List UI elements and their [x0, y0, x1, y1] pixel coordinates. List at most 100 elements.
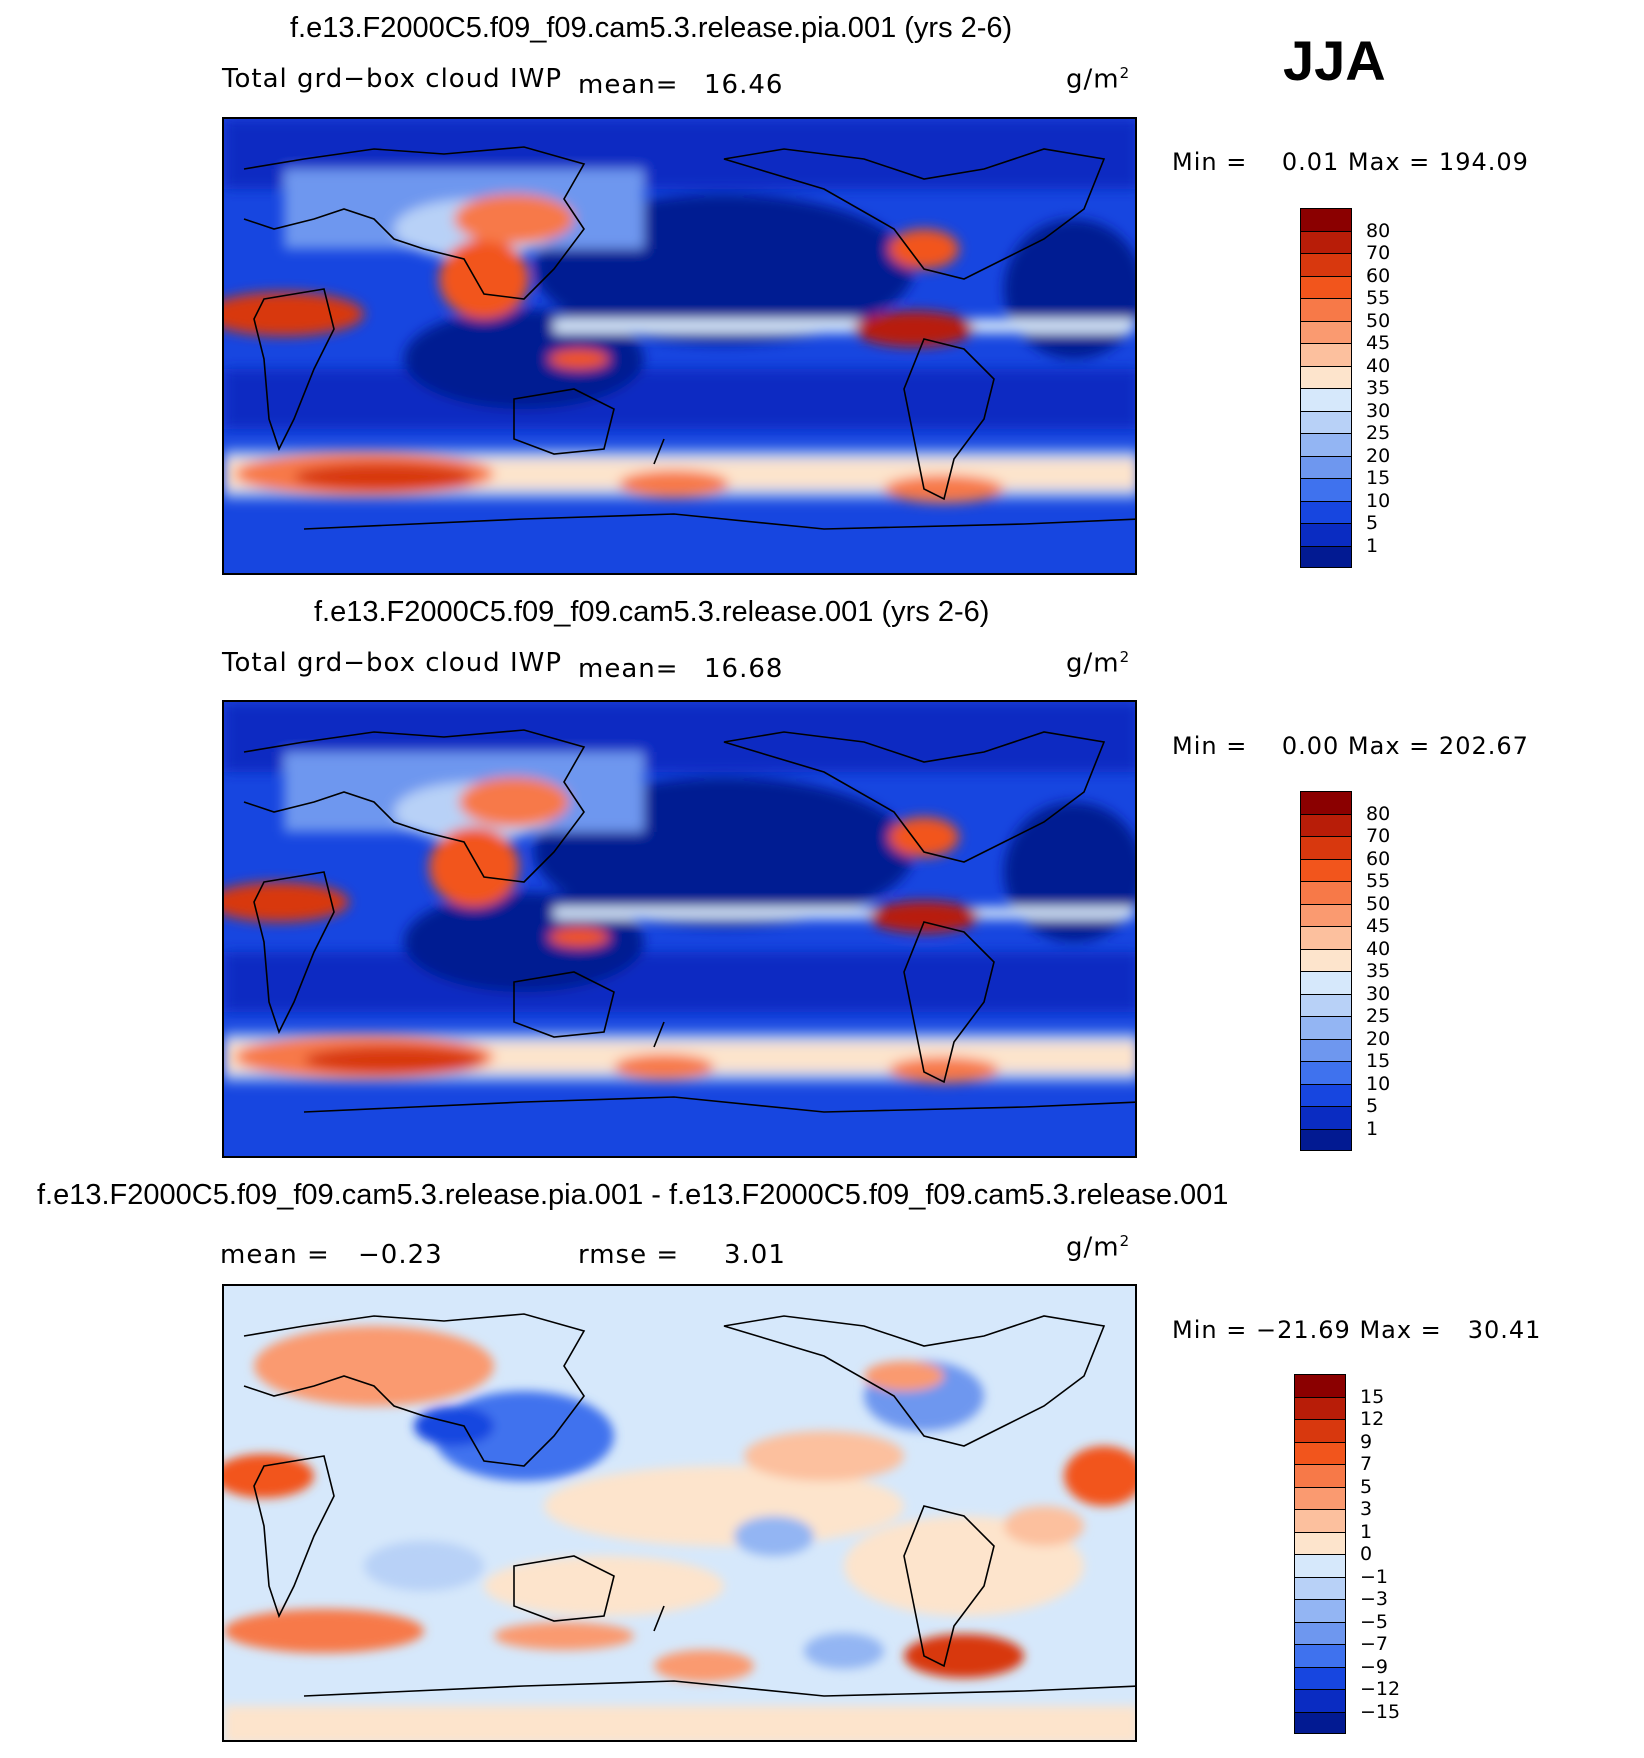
colorbar-swatch — [1300, 791, 1352, 814]
panel3-rmse-value: 3.01 — [724, 1240, 786, 1270]
panel2-variable: Total grd−box cloud IWP — [222, 648, 563, 678]
colorbar-tick-label: 5 — [1360, 1475, 1373, 1498]
colorbar-tick-label: 55 — [1366, 287, 1391, 309]
coastlines — [243, 1313, 1135, 1697]
colorbar-tick-label: 1 — [1366, 534, 1379, 557]
colorbar-tick-label: 70 — [1366, 825, 1391, 847]
colorbar-tick-label: 60 — [1366, 847, 1391, 870]
colorbar-tick-label: 80 — [1366, 219, 1391, 242]
colorbar-tick-label: 30 — [1366, 982, 1391, 1005]
colorbar-swatch — [1294, 1509, 1346, 1532]
colorbar-swatch — [1300, 523, 1352, 546]
colorbar-tick-label: 20 — [1366, 444, 1391, 467]
colorbar-tick-label: 0 — [1360, 1543, 1373, 1565]
colorbar-swatch — [1294, 1711, 1346, 1734]
colorbar-swatch — [1294, 1554, 1346, 1577]
colorbar-swatch — [1294, 1419, 1346, 1442]
panel3-mean-value: −0.23 — [358, 1240, 443, 1270]
colorbar-tick-label: −15 — [1360, 1700, 1401, 1723]
colorbar-swatch — [1300, 948, 1352, 971]
colorbar-swatch — [1300, 545, 1352, 568]
colorbar-swatch — [1300, 858, 1352, 881]
colorbar-swatch — [1300, 410, 1352, 433]
colorbar-swatch — [1294, 1396, 1346, 1419]
colorbar-tick-label: 60 — [1366, 264, 1391, 287]
colorbar-tick-label: 10 — [1366, 489, 1391, 512]
colorbar-swatch — [1294, 1666, 1346, 1689]
colorbar-tick-label: 80 — [1366, 802, 1391, 825]
colorbar-swatch — [1300, 388, 1352, 411]
panel3-mean-label: mean = — [220, 1240, 330, 1270]
colorbar-tick-label: 35 — [1366, 960, 1391, 982]
panel3-minmax: Min = −21.69 Max = 30.41 — [1172, 1316, 1542, 1344]
colorbar-swatch — [1300, 455, 1352, 478]
colorbar-tick-label: 15 — [1360, 1385, 1385, 1408]
colorbar-swatch — [1300, 836, 1352, 859]
colorbar-tick-label: −12 — [1360, 1678, 1401, 1700]
panel2-title: f.e13.F2000C5.f09_f09.cam5.3.release.001… — [314, 596, 990, 628]
colorbar-tick-label: −1 — [1360, 1565, 1389, 1588]
colorbar-tick-label: 45 — [1366, 332, 1391, 354]
colorbar-swatch — [1300, 881, 1352, 904]
panel3-map-svg — [224, 1286, 1135, 1740]
colorbar-tick-label: 12 — [1360, 1408, 1385, 1430]
colorbar-swatch — [1300, 365, 1352, 388]
panel2-map — [222, 700, 1137, 1158]
colorbar-swatch — [1300, 230, 1352, 253]
colorbar-tick-label: 7 — [1360, 1453, 1373, 1475]
colorbar-tick-label: 50 — [1366, 892, 1391, 915]
colorbar-swatch — [1300, 971, 1352, 994]
colorbar-swatch — [1300, 813, 1352, 836]
panel1-units: g/m2 — [1066, 64, 1131, 95]
colorbar-tick-label: 15 — [1366, 1050, 1391, 1072]
coastlines — [243, 729, 1135, 1113]
colorbar-tick-label: −9 — [1360, 1655, 1389, 1678]
colorbar-swatch — [1294, 1689, 1346, 1712]
colorbar-swatch — [1300, 993, 1352, 1016]
colorbar-swatch — [1300, 275, 1352, 298]
colorbar-tick-label: 1 — [1360, 1520, 1373, 1543]
colorbar-tick-label: 15 — [1366, 467, 1391, 489]
panel1-map — [222, 117, 1137, 575]
panel1-minmax: Min = 0.01 Max = 194.09 — [1172, 148, 1529, 176]
colorbar-swatch — [1300, 1016, 1352, 1039]
colorbar-tick-label: 20 — [1366, 1027, 1391, 1050]
colorbar-tick-label: 9 — [1360, 1430, 1373, 1453]
colorbar-swatch — [1294, 1486, 1346, 1509]
colorbar-tick-label: −7 — [1360, 1633, 1389, 1655]
panel1-map-svg — [224, 119, 1135, 573]
panel3-title: f.e13.F2000C5.f09_f09.cam5.3.release.pia… — [37, 1179, 1229, 1211]
colorbar-swatch — [1300, 926, 1352, 949]
colorbar-swatch — [1300, 320, 1352, 343]
colorbar-swatch — [1300, 433, 1352, 456]
colorbar-swatch — [1300, 1038, 1352, 1061]
panel2-minmax: Min = 0.00 Max = 202.67 — [1172, 732, 1529, 760]
colorbar-swatch — [1300, 298, 1352, 321]
panel1-title: f.e13.F2000C5.f09_f09.cam5.3.release.pia… — [290, 12, 1013, 44]
colorbar-swatch — [1294, 1621, 1346, 1644]
colorbar-swatch — [1294, 1441, 1346, 1464]
colorbar-tick-label: 10 — [1366, 1072, 1391, 1095]
colorbar-tick-label: 40 — [1366, 937, 1391, 960]
colorbar-swatch — [1294, 1464, 1346, 1487]
colorbar-swatch — [1294, 1599, 1346, 1622]
panel3-map — [222, 1284, 1137, 1742]
colorbar-swatch — [1300, 253, 1352, 276]
colorbar-tick-label: 25 — [1366, 1005, 1391, 1027]
colorbar-tick-label: 55 — [1366, 870, 1391, 892]
coastlines — [243, 146, 1135, 530]
colorbar-swatch — [1294, 1531, 1346, 1554]
colorbar-swatch — [1300, 343, 1352, 366]
colorbar-tick-label: 45 — [1366, 915, 1391, 937]
colorbar-tick-label: −5 — [1360, 1610, 1389, 1633]
colorbar-tick-label: 50 — [1366, 309, 1391, 332]
colorbar-tick-label: 35 — [1366, 377, 1391, 399]
colorbar-swatch — [1300, 1128, 1352, 1151]
colorbar-swatch — [1300, 1083, 1352, 1106]
colorbar-tick-label: −3 — [1360, 1588, 1389, 1610]
colorbar-tick-label: 40 — [1366, 354, 1391, 377]
panel2-mean-value: 16.68 — [704, 654, 784, 684]
panel1-mean-value: 16.46 — [704, 70, 784, 100]
colorbar-swatch — [1300, 1106, 1352, 1129]
colorbar-swatch — [1300, 208, 1352, 231]
